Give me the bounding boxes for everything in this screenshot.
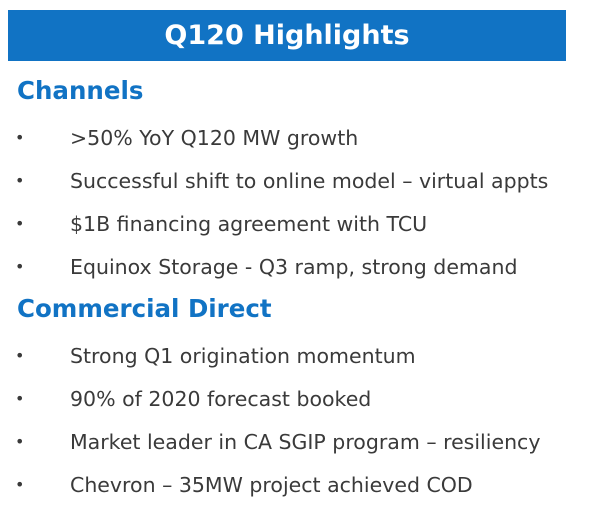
channels-bullet-list: • >50% YoY Q120 MW growth • Successful s… [0, 116, 594, 288]
bullet-icon: • [15, 475, 25, 494]
bullet-icon: • [15, 171, 25, 190]
bullet-icon: • [15, 346, 25, 365]
list-item: • 90% of 2020 forecast booked [0, 377, 594, 420]
bullet-icon: • [15, 432, 25, 451]
list-item: • >50% YoY Q120 MW growth [0, 116, 594, 159]
list-item-text: $1B financing agreement with TCU [70, 211, 428, 236]
section-heading-channels: Channels [17, 76, 144, 105]
list-item: • Successful shift to online model – vir… [0, 159, 594, 202]
list-item: • Equinox Storage - Q3 ramp, strong dema… [0, 245, 594, 288]
list-item-text: Market leader in CA SGIP program – resil… [70, 429, 541, 454]
bullet-icon: • [15, 257, 25, 276]
list-item-text: Equinox Storage - Q3 ramp, strong demand [70, 254, 518, 279]
list-item: • Strong Q1 origination momentum [0, 334, 594, 377]
section-heading-commercial-direct: Commercial Direct [17, 294, 272, 323]
list-item-text: Chevron – 35MW project achieved COD [70, 472, 473, 497]
bullet-icon: • [15, 214, 25, 233]
list-item: • Market leader in CA SGIP program – res… [0, 420, 594, 463]
list-item: • $1B financing agreement with TCU [0, 202, 594, 245]
list-item-text: Strong Q1 origination momentum [70, 343, 416, 368]
list-item-text: >50% YoY Q120 MW growth [70, 125, 359, 150]
bullet-icon: • [15, 128, 25, 147]
list-item-text: Successful shift to online model – virtu… [70, 168, 549, 193]
highlights-banner: Q120 Highlights [8, 10, 566, 61]
list-item: • Chevron – 35MW project achieved COD [0, 463, 594, 506]
banner-title: Q120 Highlights [164, 20, 410, 51]
bullet-icon: • [15, 389, 25, 408]
list-item-text: 90% of 2020 forecast booked [70, 386, 372, 411]
commercial-direct-bullet-list: • Strong Q1 origination momentum • 90% o… [0, 334, 594, 506]
